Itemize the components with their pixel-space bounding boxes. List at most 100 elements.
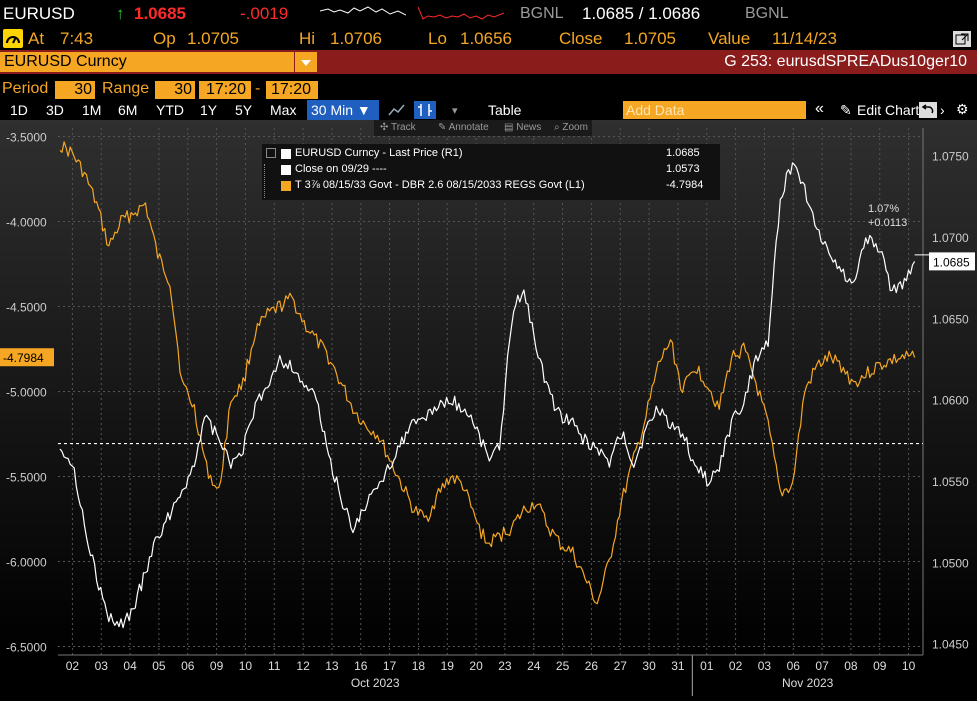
legend-swatch-close[interactable]: [281, 165, 291, 175]
legend-label-close: Close on 09/29 ----: [295, 163, 387, 175]
x-axis-tick-label: 20: [469, 659, 483, 673]
spread-series-line: [59, 141, 916, 605]
x-axis-tick-label: 19: [441, 659, 455, 673]
x-axis-tick-label: 02: [729, 659, 743, 673]
x-axis-tick-label: 06: [181, 659, 195, 673]
range-input[interactable]: 30: [155, 81, 195, 99]
x-axis-tick-label: 30: [642, 659, 656, 673]
intraday-sparkline-white: [320, 6, 406, 16]
range-1m[interactable]: 1M: [82, 102, 102, 118]
spread-last-tag-label: -4.7984: [3, 351, 44, 365]
range-3d[interactable]: 3D: [46, 102, 64, 118]
security-bar: EURUSD Curncy G 253: eurusdSPREADus10ger…: [0, 50, 977, 74]
track-tool[interactable]: ✣ Track: [380, 122, 416, 133]
low-label: Lo: [428, 29, 447, 48]
pencil-icon: ✎: [840, 102, 852, 118]
x-axis-tick-label: 24: [527, 659, 541, 673]
net-change: -.0019: [240, 4, 289, 23]
x-axis-tick-label: 09: [210, 659, 224, 673]
left-axis-tick-label: -6.5000: [6, 641, 47, 655]
x-axis-tick-label: 04: [123, 659, 137, 673]
period-label: Period: [2, 80, 49, 97]
x-axis-tick-label: 17: [383, 659, 397, 673]
legend-label-eurusd: EURUSD Curncy - Last Price (R1): [295, 147, 463, 159]
popout-icon[interactable]: [953, 31, 971, 47]
x-axis-tick-label: 13: [325, 659, 339, 673]
x-axis-tick-label: 03: [758, 659, 772, 673]
left-axis-tick-label: -5.0000: [6, 386, 47, 400]
security-field[interactable]: EURUSD Curncy: [0, 52, 294, 72]
quote-time: 7:43: [60, 29, 94, 48]
edit-chart-button[interactable]: Edit Chart: [857, 102, 920, 118]
time-dash: -: [255, 80, 261, 97]
x-axis-tick-label: 10: [239, 659, 253, 673]
legend-collapse-icon[interactable]: [266, 148, 276, 158]
right-axis-tick-label: 1.0500: [932, 556, 969, 570]
line-chart-icon[interactable]: [388, 102, 406, 118]
x-axis-tick-label: 31: [671, 659, 685, 673]
annotate-icon: ✎: [438, 122, 449, 133]
last-price-tag: [929, 252, 975, 271]
bid-ask: 1.0685 / 1.0686: [582, 4, 701, 23]
chart-toolbar: 1D 3D 1M 6M YTD 1Y 5Y Max 30 Min ▼ ▾ Tab…: [0, 100, 977, 120]
change-abs-annotation: +0.0113: [868, 217, 907, 229]
more-dropdown-icon[interactable]: ▾: [452, 105, 458, 117]
range-5y[interactable]: 5Y: [235, 102, 253, 118]
month-label-nov: Nov 2023: [782, 676, 834, 690]
chart-id: G 253: eurusdSPREADus10ger10: [724, 53, 967, 70]
high-value: 1.0706: [330, 29, 382, 48]
last-price: 1.0685: [134, 4, 186, 23]
x-axis-tick-label: 12: [296, 659, 310, 673]
add-data-input[interactable]: Add Data: [623, 101, 806, 119]
legend-swatch-spread[interactable]: [281, 181, 291, 191]
low-value: 1.0656: [460, 29, 512, 48]
zoom-tool[interactable]: ⌕ Zoom: [554, 122, 588, 133]
security-name: EURUSD Curncy: [4, 53, 127, 70]
table-button[interactable]: Table: [488, 102, 522, 118]
range-max[interactable]: Max: [270, 102, 297, 118]
right-axis-tick-label: 1.0600: [932, 394, 969, 408]
annotate-tool[interactable]: ✎ Annotate: [438, 122, 489, 133]
x-axis-tick-label: 23: [498, 659, 512, 673]
news-tool[interactable]: ▤ News: [504, 122, 542, 133]
last-price-tag-label: 1.0685: [933, 255, 970, 269]
legend-swatch-eurusd[interactable]: [281, 149, 291, 159]
ticker-symbol[interactable]: EURUSD: [3, 4, 75, 23]
close-value: 1.0705: [624, 29, 676, 48]
x-axis-tick-label: 02: [66, 659, 80, 673]
bar-chart-icon[interactable]: [414, 101, 436, 119]
undo-icon[interactable]: [919, 102, 937, 118]
x-axis-tick-label: 27: [614, 659, 628, 673]
period-bar: Period 30 Range 30 17:20 - 17:20: [0, 80, 977, 100]
dropdown-icon[interactable]: [294, 52, 317, 72]
x-axis-tick-label: 09: [873, 659, 887, 673]
ticker-header: EURUSD ↑ 1.0685 -.0019 BGNL 1.0685 / 1.0…: [0, 0, 977, 28]
time-from-input[interactable]: 17:20: [199, 81, 251, 99]
x-axis-background: [0, 655, 977, 696]
chart-area: -3.5000 -4.0000 -4.5000 -5.0000 -5.5000 -6.00…: [0, 120, 977, 696]
range-ytd[interactable]: YTD: [156, 102, 184, 118]
period-input[interactable]: 30: [55, 81, 95, 99]
gear-icon[interactable]: ⚙: [956, 101, 969, 117]
news-icon: ▤: [504, 122, 517, 133]
legend-value-spread: -4.7984: [666, 179, 704, 191]
chart-legend: EURUSD Curncy - Last Price (R1) 1.0685 C…: [262, 144, 720, 200]
right-axis-tick-label: 1.0450: [932, 638, 969, 652]
x-axis-tick-label: 11: [268, 659, 281, 673]
range-1y[interactable]: 1Y: [200, 102, 218, 118]
interval-select[interactable]: 30 Min ▼: [307, 100, 379, 120]
gauge-icon[interactable]: [3, 29, 23, 48]
open-label: Op: [153, 29, 176, 48]
redo-icon[interactable]: ›: [940, 102, 945, 118]
at-label: At: [28, 29, 45, 48]
range-1d[interactable]: 1D: [10, 102, 28, 118]
price-chart[interactable]: -3.5000 -4.0000 -4.5000 -5.0000 -5.5000 -6.00…: [0, 120, 977, 696]
time-to-input[interactable]: 17:20: [266, 81, 318, 99]
left-axis-tick-label: -5.5000: [6, 471, 47, 485]
chevrons-left-icon[interactable]: «: [815, 100, 824, 117]
value-date: 11/14/23: [772, 29, 837, 48]
legend-label-spread: T 3⅞ 08/15/33 Govt - DBR 2.6 08/15/2033 …: [295, 179, 585, 191]
plot-background: [0, 120, 977, 655]
x-axis-tick-label: 10: [902, 659, 916, 673]
range-6m[interactable]: 6M: [118, 102, 138, 118]
